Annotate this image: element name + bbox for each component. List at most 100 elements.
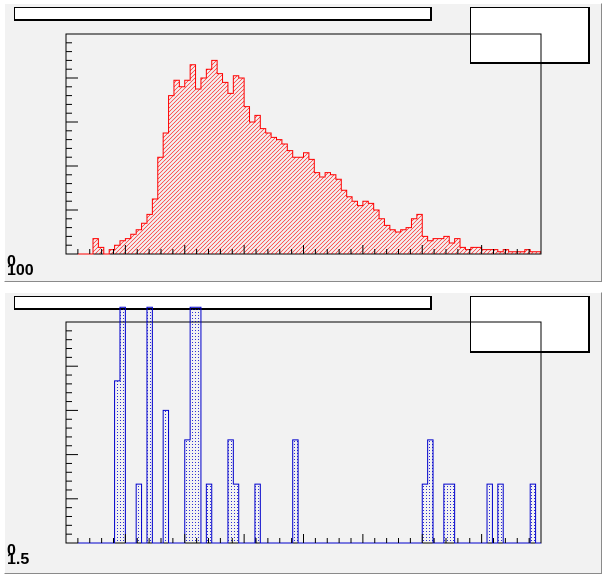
histogram-bar bbox=[346, 196, 353, 254]
histogram-bar bbox=[292, 439, 299, 543]
histogram-bar bbox=[184, 439, 191, 543]
histogram-bar bbox=[217, 73, 223, 254]
histogram-outline bbox=[66, 306, 541, 544]
histogram-bar bbox=[168, 95, 174, 254]
y-tick-label: 100 bbox=[7, 262, 34, 279]
histogram-bar bbox=[514, 251, 520, 254]
histogram-bar bbox=[503, 249, 509, 254]
y-tick-label: 0 bbox=[7, 253, 16, 270]
histogram-bar bbox=[152, 199, 158, 254]
histogram-bar bbox=[416, 214, 423, 254]
histogram-bar bbox=[400, 229, 407, 254]
histogram-bar bbox=[114, 245, 120, 254]
histogram-bar bbox=[125, 238, 131, 254]
histogram-bar bbox=[130, 234, 137, 254]
histogram-bar bbox=[379, 218, 385, 254]
histogram-bar bbox=[146, 307, 153, 543]
histogram-bar bbox=[249, 122, 255, 254]
histogram-bar bbox=[92, 238, 99, 254]
histogram-bar bbox=[200, 78, 207, 254]
histogram-bar bbox=[136, 229, 142, 254]
histogram-bar bbox=[335, 179, 342, 254]
histogram-bar bbox=[470, 247, 477, 254]
histogram-title-box-bottom bbox=[14, 296, 432, 310]
histogram-bar bbox=[233, 484, 239, 543]
histogram-bar bbox=[238, 78, 245, 254]
histogram-bar bbox=[368, 203, 374, 254]
histogram-bar bbox=[422, 484, 428, 543]
histogram-bar bbox=[233, 75, 239, 254]
y-tick-label: 1.5 bbox=[7, 551, 29, 568]
histogram-bar bbox=[433, 238, 439, 254]
histogram-bar bbox=[173, 80, 180, 254]
histogram-bar bbox=[98, 247, 104, 254]
histogram-bar bbox=[422, 236, 428, 254]
histogram-bar bbox=[427, 439, 434, 543]
histogram-title-box-top bbox=[14, 7, 432, 21]
histogram-bar bbox=[292, 157, 299, 254]
histogram-bar bbox=[476, 247, 482, 254]
histogram-pad-top: 0 100 bbox=[4, 3, 602, 282]
histogram-bar bbox=[443, 484, 450, 543]
histogram-bar bbox=[481, 249, 488, 254]
histogram-bar bbox=[319, 177, 326, 254]
histogram-bar bbox=[406, 227, 412, 254]
histogram-bar bbox=[497, 251, 504, 254]
histogram-bar bbox=[114, 380, 120, 543]
histogram-bar bbox=[119, 240, 126, 254]
histogram-bar bbox=[341, 190, 347, 254]
histogram-bar bbox=[519, 251, 525, 254]
histogram-bar bbox=[287, 150, 293, 254]
histogram-bar bbox=[314, 172, 320, 254]
histogram-bar bbox=[206, 69, 212, 254]
histogram-bar bbox=[227, 93, 234, 255]
histogram-chart-bottom: 01.5 bbox=[7, 306, 542, 568]
histogram-bar bbox=[190, 307, 196, 543]
histogram-bar bbox=[146, 214, 153, 254]
histogram-bar bbox=[265, 133, 272, 254]
histogram-bar bbox=[211, 60, 218, 255]
histogram-bar bbox=[109, 249, 115, 254]
histogram-outline bbox=[66, 59, 542, 255]
histogram-bar bbox=[373, 210, 380, 254]
histogram-pad-bottom: 0 1.5 bbox=[4, 292, 602, 574]
stats-box-top bbox=[470, 7, 590, 64]
histogram-bar bbox=[276, 139, 282, 254]
histogram-bar bbox=[492, 249, 498, 254]
histogram-bar bbox=[443, 236, 450, 254]
histogram-bar bbox=[530, 484, 536, 543]
histogram-bar bbox=[438, 238, 444, 254]
histogram-bar bbox=[449, 484, 455, 543]
histogram-bar bbox=[179, 86, 185, 254]
histogram-bar bbox=[357, 205, 363, 254]
histogram-bar bbox=[195, 307, 201, 543]
histogram-bar bbox=[254, 484, 261, 543]
histogram-bar bbox=[524, 249, 531, 254]
histogram-bar bbox=[449, 243, 455, 254]
histogram-bar bbox=[427, 240, 434, 254]
histogram-bar bbox=[141, 223, 147, 254]
histogram-bar bbox=[325, 172, 331, 254]
histogram-bar bbox=[487, 484, 493, 543]
histogram-bar bbox=[244, 106, 250, 254]
histogram-bar bbox=[119, 307, 126, 543]
histogram-bar bbox=[454, 238, 461, 254]
histogram-bar bbox=[508, 251, 515, 254]
histogram-bar bbox=[157, 157, 164, 254]
histogram-bar bbox=[163, 410, 169, 543]
histogram-bar bbox=[298, 157, 304, 254]
histogram-bar bbox=[254, 115, 261, 255]
histogram-bar bbox=[384, 225, 390, 254]
histogram-bar bbox=[362, 201, 369, 254]
histogram-bar bbox=[395, 232, 401, 254]
y-tick-label: 0 bbox=[7, 542, 16, 559]
histogram-bar bbox=[195, 89, 201, 254]
histogram-bar bbox=[281, 144, 288, 254]
histogram-bar bbox=[260, 128, 266, 254]
histogram-bar bbox=[222, 82, 228, 255]
histogram-bar bbox=[352, 201, 358, 254]
histogram-bar bbox=[330, 174, 336, 254]
histogram-bar bbox=[530, 251, 536, 254]
histogram-bar bbox=[465, 249, 471, 254]
